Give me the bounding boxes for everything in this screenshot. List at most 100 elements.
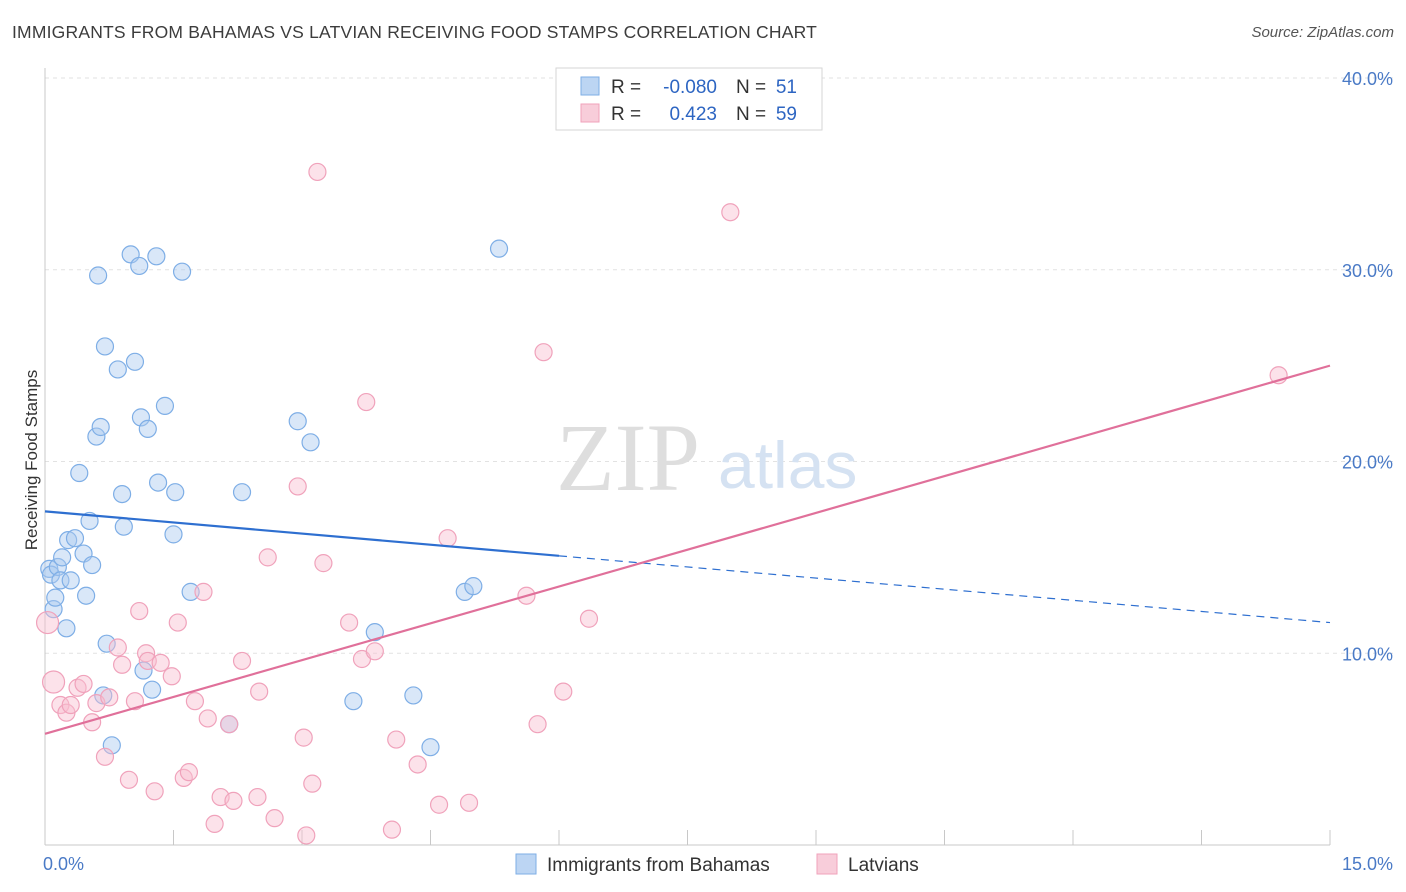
legend-r-value-2: 0.423 <box>669 104 717 125</box>
legend-n-value-2: 59 <box>776 104 797 125</box>
data-point-bahamas <box>131 408 151 427</box>
data-point-bahamas <box>53 548 72 567</box>
data-point-latvians <box>100 688 119 707</box>
watermark: ZIP atlas <box>556 404 857 511</box>
data-point-latvians <box>438 529 457 548</box>
data-point-bahamas <box>46 588 65 607</box>
data-point-bahamas <box>80 511 99 531</box>
data-point-latvians <box>579 609 599 628</box>
data-point-latvians <box>387 730 406 749</box>
legend-n-label-2: N = <box>736 104 766 125</box>
data-point-bahamas <box>97 634 116 653</box>
data-point-latvians <box>130 601 149 621</box>
data-point-bahamas <box>166 483 185 502</box>
data-point-latvians <box>265 809 284 828</box>
data-point-latvians <box>108 638 127 657</box>
watermark-zip: ZIP <box>556 404 700 511</box>
data-point-latvians <box>224 791 243 810</box>
y-axis-label: Receiving Food Stamps <box>22 370 41 550</box>
data-point-bahamas <box>108 360 127 379</box>
data-point-bahamas <box>365 623 384 642</box>
data-point-latvians <box>95 747 115 766</box>
data-point-bahamas <box>138 419 157 439</box>
data-point-bahamas <box>57 619 76 638</box>
data-point-latvians <box>288 477 307 496</box>
data-point-latvians <box>297 826 316 845</box>
data-point-bahamas <box>130 256 149 276</box>
data-point-latvians <box>112 655 132 674</box>
data-point-bahamas <box>421 738 440 757</box>
data-point-bahamas <box>48 557 67 577</box>
data-point-latvians <box>74 674 93 694</box>
chart-title: IMMIGRANTS FROM BAHAMAS VS LATVIAN RECEI… <box>12 22 817 42</box>
data-point-latvians <box>429 795 449 814</box>
data-point-latvians <box>174 768 193 787</box>
data-point-latvians <box>35 610 60 635</box>
data-point-bahamas <box>164 525 183 544</box>
axes <box>44 68 1331 846</box>
data-point-latvians <box>205 814 224 834</box>
bottom-legend-swatch-pink <box>816 853 838 875</box>
legend-swatch-pink <box>580 103 600 123</box>
data-point-bahamas <box>41 565 61 584</box>
data-point-bahamas <box>114 517 133 536</box>
series-latvians-points <box>35 162 1288 845</box>
x-tick-label: 15.0% <box>1342 854 1393 874</box>
watermark-atlas: atlas <box>718 428 857 502</box>
data-point-bahamas <box>147 247 166 266</box>
data-point-bahamas <box>404 686 423 705</box>
data-point-latvians <box>250 682 269 701</box>
trend-line-bahamas <box>44 510 560 557</box>
data-point-bahamas <box>65 529 85 548</box>
legend-n-value-1: 51 <box>776 77 797 98</box>
data-point-bahamas <box>77 586 96 605</box>
data-point-latvians <box>303 774 322 793</box>
data-point-bahamas <box>344 692 363 711</box>
data-point-latvians <box>382 820 402 839</box>
data-point-bahamas <box>301 433 320 452</box>
y-tick-label: 40.0% <box>1342 69 1393 89</box>
data-point-bahamas <box>489 239 509 258</box>
data-point-bahamas <box>148 473 168 492</box>
legend-swatch-blue <box>580 76 600 96</box>
data-point-latvians <box>258 548 277 567</box>
trend-lines <box>44 364 1331 735</box>
data-point-latvians <box>534 343 553 362</box>
data-point-latvians <box>365 642 384 661</box>
data-point-bahamas <box>51 571 70 590</box>
data-point-bahamas <box>44 600 63 619</box>
data-point-latvians <box>248 787 267 807</box>
data-point-latvians <box>136 644 156 663</box>
data-point-bahamas <box>181 582 200 601</box>
data-point-latvians <box>61 695 80 715</box>
data-point-bahamas <box>61 571 80 590</box>
data-point-latvians <box>340 613 359 632</box>
x-tick-labels: 0.0% 15.0% <box>43 854 1393 874</box>
data-point-latvians <box>220 715 239 734</box>
data-point-latvians <box>408 755 427 774</box>
series-bahamas-points <box>40 239 509 757</box>
data-point-latvians <box>162 667 181 686</box>
data-point-bahamas <box>232 483 252 502</box>
data-point-latvians <box>168 613 187 632</box>
data-point-latvians <box>232 651 252 671</box>
data-point-bahamas <box>125 352 145 371</box>
data-point-bahamas <box>89 266 108 285</box>
data-point-latvians <box>198 709 217 728</box>
chart-source: Source: ZipAtlas.com <box>1251 24 1394 41</box>
data-point-latvians <box>459 793 479 812</box>
data-point-latvians <box>119 770 139 789</box>
data-point-bahamas <box>91 417 110 437</box>
y-tick-label: 30.0% <box>1342 261 1393 281</box>
data-point-bahamas <box>95 337 115 356</box>
data-point-latvians <box>314 554 333 573</box>
data-point-latvians <box>294 728 313 747</box>
data-point-bahamas <box>142 680 162 699</box>
data-point-latvians <box>185 692 205 711</box>
grid-lines <box>45 77 1395 654</box>
data-point-bahamas <box>288 412 307 431</box>
legend-r-value-1: -0.080 <box>663 77 717 98</box>
x-tick-label: 0.0% <box>43 854 84 874</box>
bottom-legend-bahamas: Immigrants from Bahamas <box>547 855 770 876</box>
legend-r-label-2: R = <box>611 104 641 125</box>
